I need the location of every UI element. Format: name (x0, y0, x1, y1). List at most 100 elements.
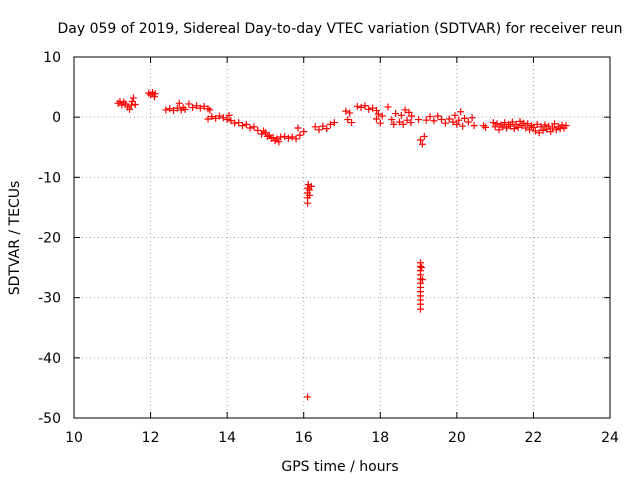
data-point (346, 109, 354, 117)
data-point (438, 116, 446, 124)
data-point (495, 126, 503, 134)
data-point (225, 111, 233, 119)
data-point (376, 119, 384, 127)
data-point (537, 123, 545, 131)
data-point (503, 124, 511, 132)
data-point (361, 102, 369, 110)
data-point (300, 128, 308, 136)
y-axis-label: SDTVAR / TECUs (7, 181, 23, 296)
data-point (319, 122, 327, 130)
data-point (510, 125, 518, 133)
data-point (562, 122, 570, 130)
data-point (418, 140, 426, 148)
data-point (493, 120, 501, 128)
data-point (181, 105, 189, 113)
data-point (520, 119, 528, 127)
data-point (550, 120, 558, 128)
data-point (545, 122, 553, 130)
data-point (223, 116, 231, 124)
data-point (307, 182, 315, 190)
data-point (231, 119, 239, 127)
x-tick-label: 16 (295, 430, 313, 446)
data-point (166, 105, 174, 113)
data-point (461, 114, 469, 122)
data-point (305, 191, 313, 199)
data-point (449, 118, 457, 126)
data-point (227, 117, 235, 125)
data-point (275, 138, 283, 146)
data-point (292, 135, 300, 143)
data-point (369, 104, 377, 112)
x-axis-label: GPS time / hours (281, 459, 398, 475)
data-point (457, 108, 465, 116)
data-point (127, 101, 135, 109)
data-point (416, 305, 424, 313)
data-point (489, 119, 497, 127)
data-point (315, 126, 323, 134)
data-point (549, 124, 557, 132)
data-point (401, 106, 409, 114)
data-point (416, 136, 424, 144)
data-point (353, 102, 361, 110)
data-point (162, 106, 170, 114)
data-point (407, 119, 415, 127)
y-tick-label: -40 (38, 351, 61, 367)
data-point (330, 119, 338, 127)
data-point (342, 107, 350, 115)
data-point (464, 118, 472, 126)
data-point (193, 102, 201, 110)
data-point (281, 132, 289, 140)
data-point (327, 120, 335, 128)
data-point (418, 276, 426, 284)
data-point (246, 124, 254, 132)
data-point (304, 393, 312, 401)
data-point (508, 118, 516, 126)
data-point (304, 199, 312, 207)
data-point (175, 99, 183, 107)
data-point (556, 125, 564, 133)
data-point (541, 121, 549, 129)
data-point (196, 104, 204, 112)
data-point (344, 116, 352, 124)
data-point (284, 134, 292, 142)
data-point (390, 120, 398, 128)
y-tick-label: -10 (38, 170, 61, 186)
data-point (250, 123, 258, 131)
data-series-sdtvar (114, 88, 570, 401)
data-point (526, 126, 534, 134)
data-point (524, 120, 532, 128)
data-point (533, 120, 541, 128)
data-point (397, 111, 405, 119)
x-tick-label: 20 (448, 430, 466, 446)
data-point (441, 119, 449, 127)
data-point (392, 110, 400, 118)
data-point (170, 107, 178, 115)
data-point (129, 94, 137, 102)
x-axis: 10 12 14 16 18 20 22 24 (65, 57, 619, 446)
data-point (522, 124, 530, 132)
data-point (219, 114, 227, 122)
data-point (455, 116, 463, 124)
data-point (470, 122, 478, 130)
data-point (539, 126, 547, 134)
data-point (173, 104, 181, 112)
data-point (126, 105, 134, 113)
data-point (408, 112, 416, 120)
data-point (131, 101, 139, 109)
data-point (482, 123, 490, 131)
data-point (238, 122, 246, 130)
data-point (208, 113, 216, 121)
data-point (185, 100, 193, 108)
data-point (418, 264, 426, 272)
data-point (323, 125, 331, 133)
y-axis: -50 -40 -30 -20 -10 0 10 (38, 50, 610, 427)
data-point (200, 102, 208, 110)
data-point (501, 119, 509, 127)
data-point (189, 104, 197, 112)
data-point (451, 111, 459, 119)
data-point (529, 123, 537, 131)
data-point (294, 124, 302, 132)
data-point (399, 120, 407, 128)
